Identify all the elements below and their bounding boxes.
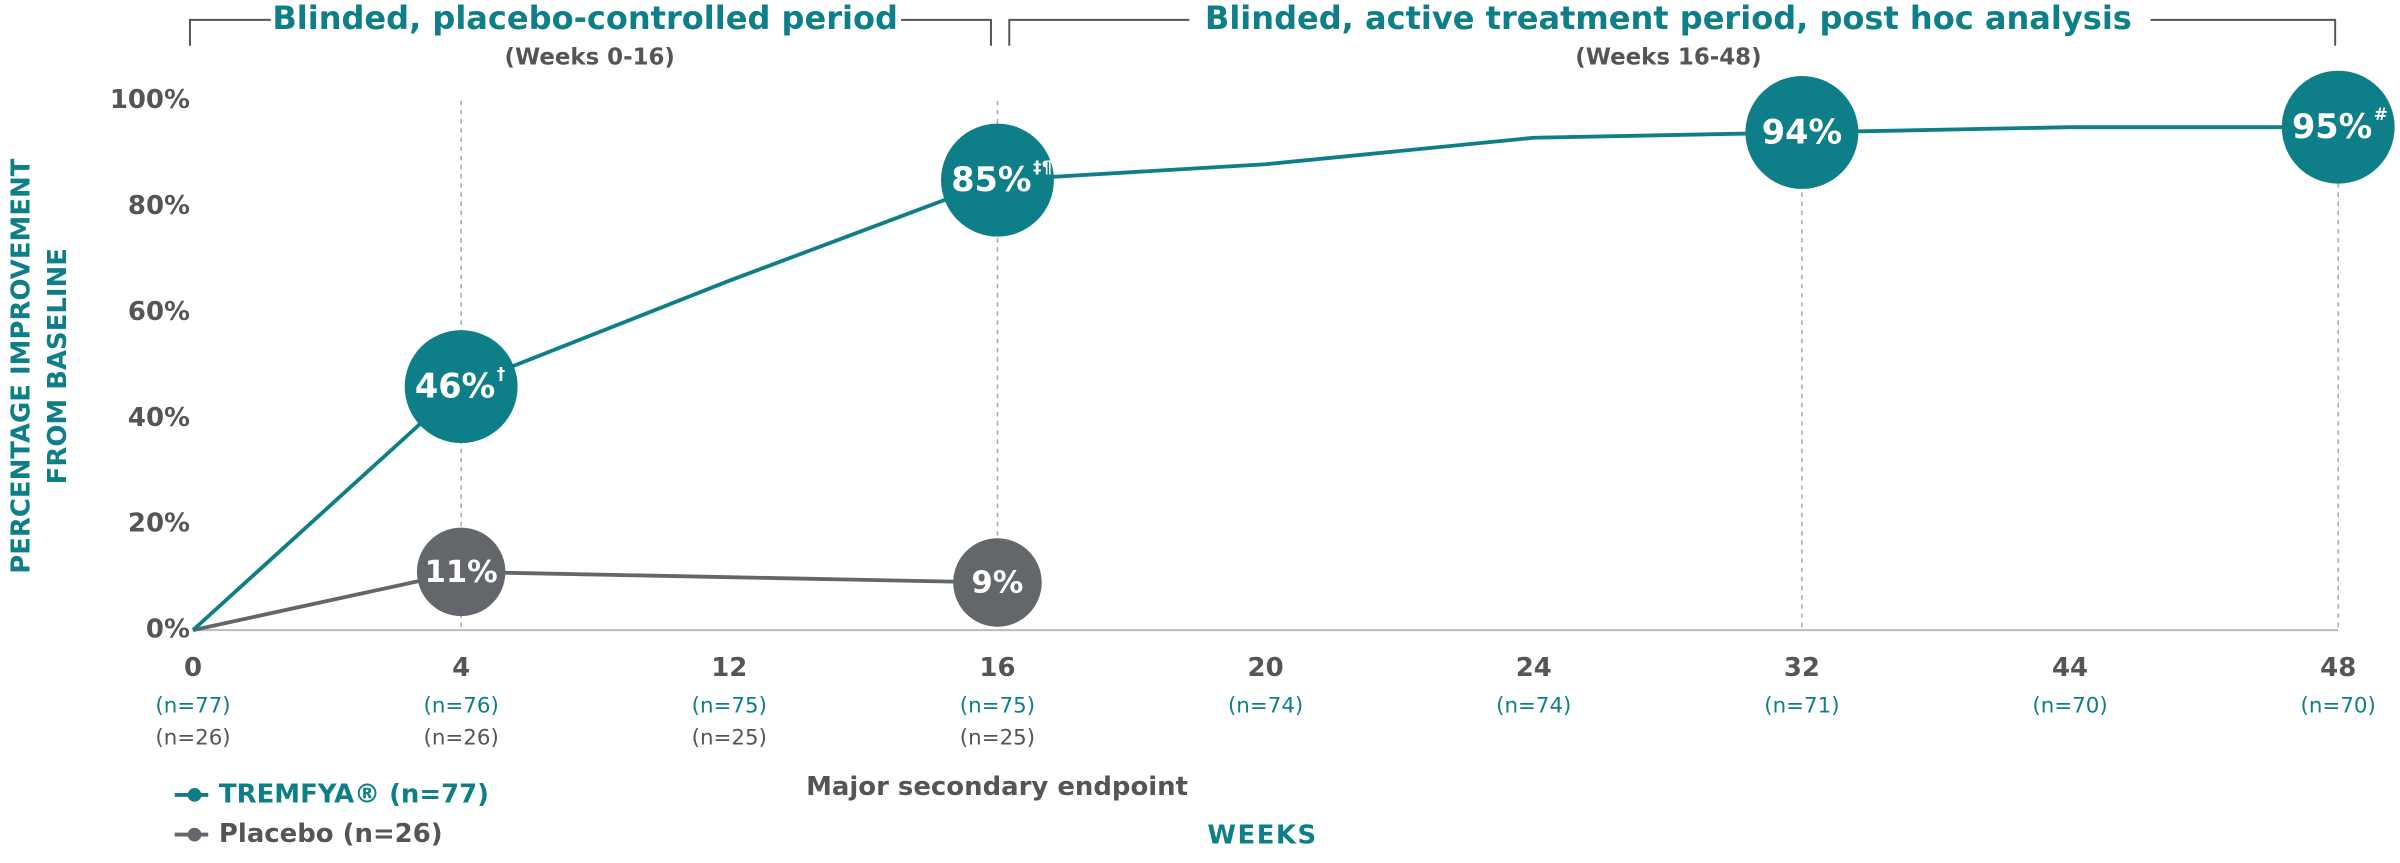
data-point xyxy=(2281,70,2395,184)
data-point xyxy=(1745,76,1859,189)
data-label-note: ‡¶ xyxy=(1033,157,1052,177)
sample-size: (n=77) xyxy=(155,693,230,718)
sample-size: (n=70) xyxy=(2032,693,2107,718)
x-tick-label: 44 xyxy=(2052,653,2088,683)
sample-size: (n=74) xyxy=(1496,693,1571,718)
sample-size: (n=26) xyxy=(424,725,499,750)
sample-size: (n=71) xyxy=(1764,693,1839,718)
data-point xyxy=(416,527,506,617)
period-subtitle: (Weeks 0-16) xyxy=(505,44,675,70)
y-tick-label: 60% xyxy=(128,297,190,327)
data-label: 11% xyxy=(425,555,498,590)
legend-marker xyxy=(187,788,202,802)
x-tick-label: 20 xyxy=(1248,653,1284,683)
x-tick-label: 12 xyxy=(711,653,747,683)
y-tick-label: 40% xyxy=(128,403,190,433)
sample-size: (n=25) xyxy=(692,725,767,750)
sample-size: (n=70) xyxy=(2301,693,2376,718)
sample-size: (n=74) xyxy=(1228,693,1303,718)
y-tick-label: 80% xyxy=(128,191,190,221)
data-point xyxy=(404,330,518,444)
sample-size: (n=25) xyxy=(960,725,1035,750)
data-label-note: # xyxy=(2374,104,2388,124)
data-point xyxy=(941,123,1054,237)
y-axis-label: FROM BASELINE xyxy=(43,248,73,484)
y-tick-label: 100% xyxy=(110,85,190,115)
x-axis-label: WEEKS xyxy=(1207,821,1317,851)
annotation: Major secondary endpoint xyxy=(806,772,1188,802)
data-label: 46% xyxy=(415,367,495,406)
data-point xyxy=(953,538,1042,627)
sample-size: (n=26) xyxy=(155,725,230,750)
period-title: Blinded, active treatment period, post h… xyxy=(1205,0,2132,37)
period-title: Blinded, placebo-controlled period xyxy=(272,0,898,37)
x-tick-label: 16 xyxy=(979,653,1015,683)
data-label: 94% xyxy=(1762,112,1842,151)
period-brackets xyxy=(188,18,2337,46)
y-axis-label: PERCENTAGE IMPROVEMENT xyxy=(7,158,37,574)
data-label: 85% xyxy=(951,160,1031,199)
sample-size: (n=75) xyxy=(692,693,767,718)
x-tick-label: 32 xyxy=(1784,653,1820,683)
data-label: 95% xyxy=(2292,107,2372,146)
legend-label: TREMFYA® (n=77) xyxy=(219,779,489,809)
sample-size: (n=75) xyxy=(960,693,1035,718)
data-label: 9% xyxy=(972,566,1024,601)
data-label-note: † xyxy=(497,363,505,383)
series-line xyxy=(192,569,998,633)
sample-size: (n=76) xyxy=(424,693,499,718)
x-tick-label: 0 xyxy=(184,653,202,683)
series-line xyxy=(191,125,2339,632)
x-tick-label: 24 xyxy=(1516,653,1552,683)
x-tick-label: 48 xyxy=(2320,653,2356,683)
y-tick-label: 0% xyxy=(146,615,190,645)
legend-marker xyxy=(187,827,202,842)
x-tick-label: 4 xyxy=(452,653,470,683)
period-subtitle: (Weeks 16-48) xyxy=(1575,44,1761,70)
y-tick-label: 20% xyxy=(128,509,190,539)
legend-label: Placebo (n=26) xyxy=(219,819,443,849)
